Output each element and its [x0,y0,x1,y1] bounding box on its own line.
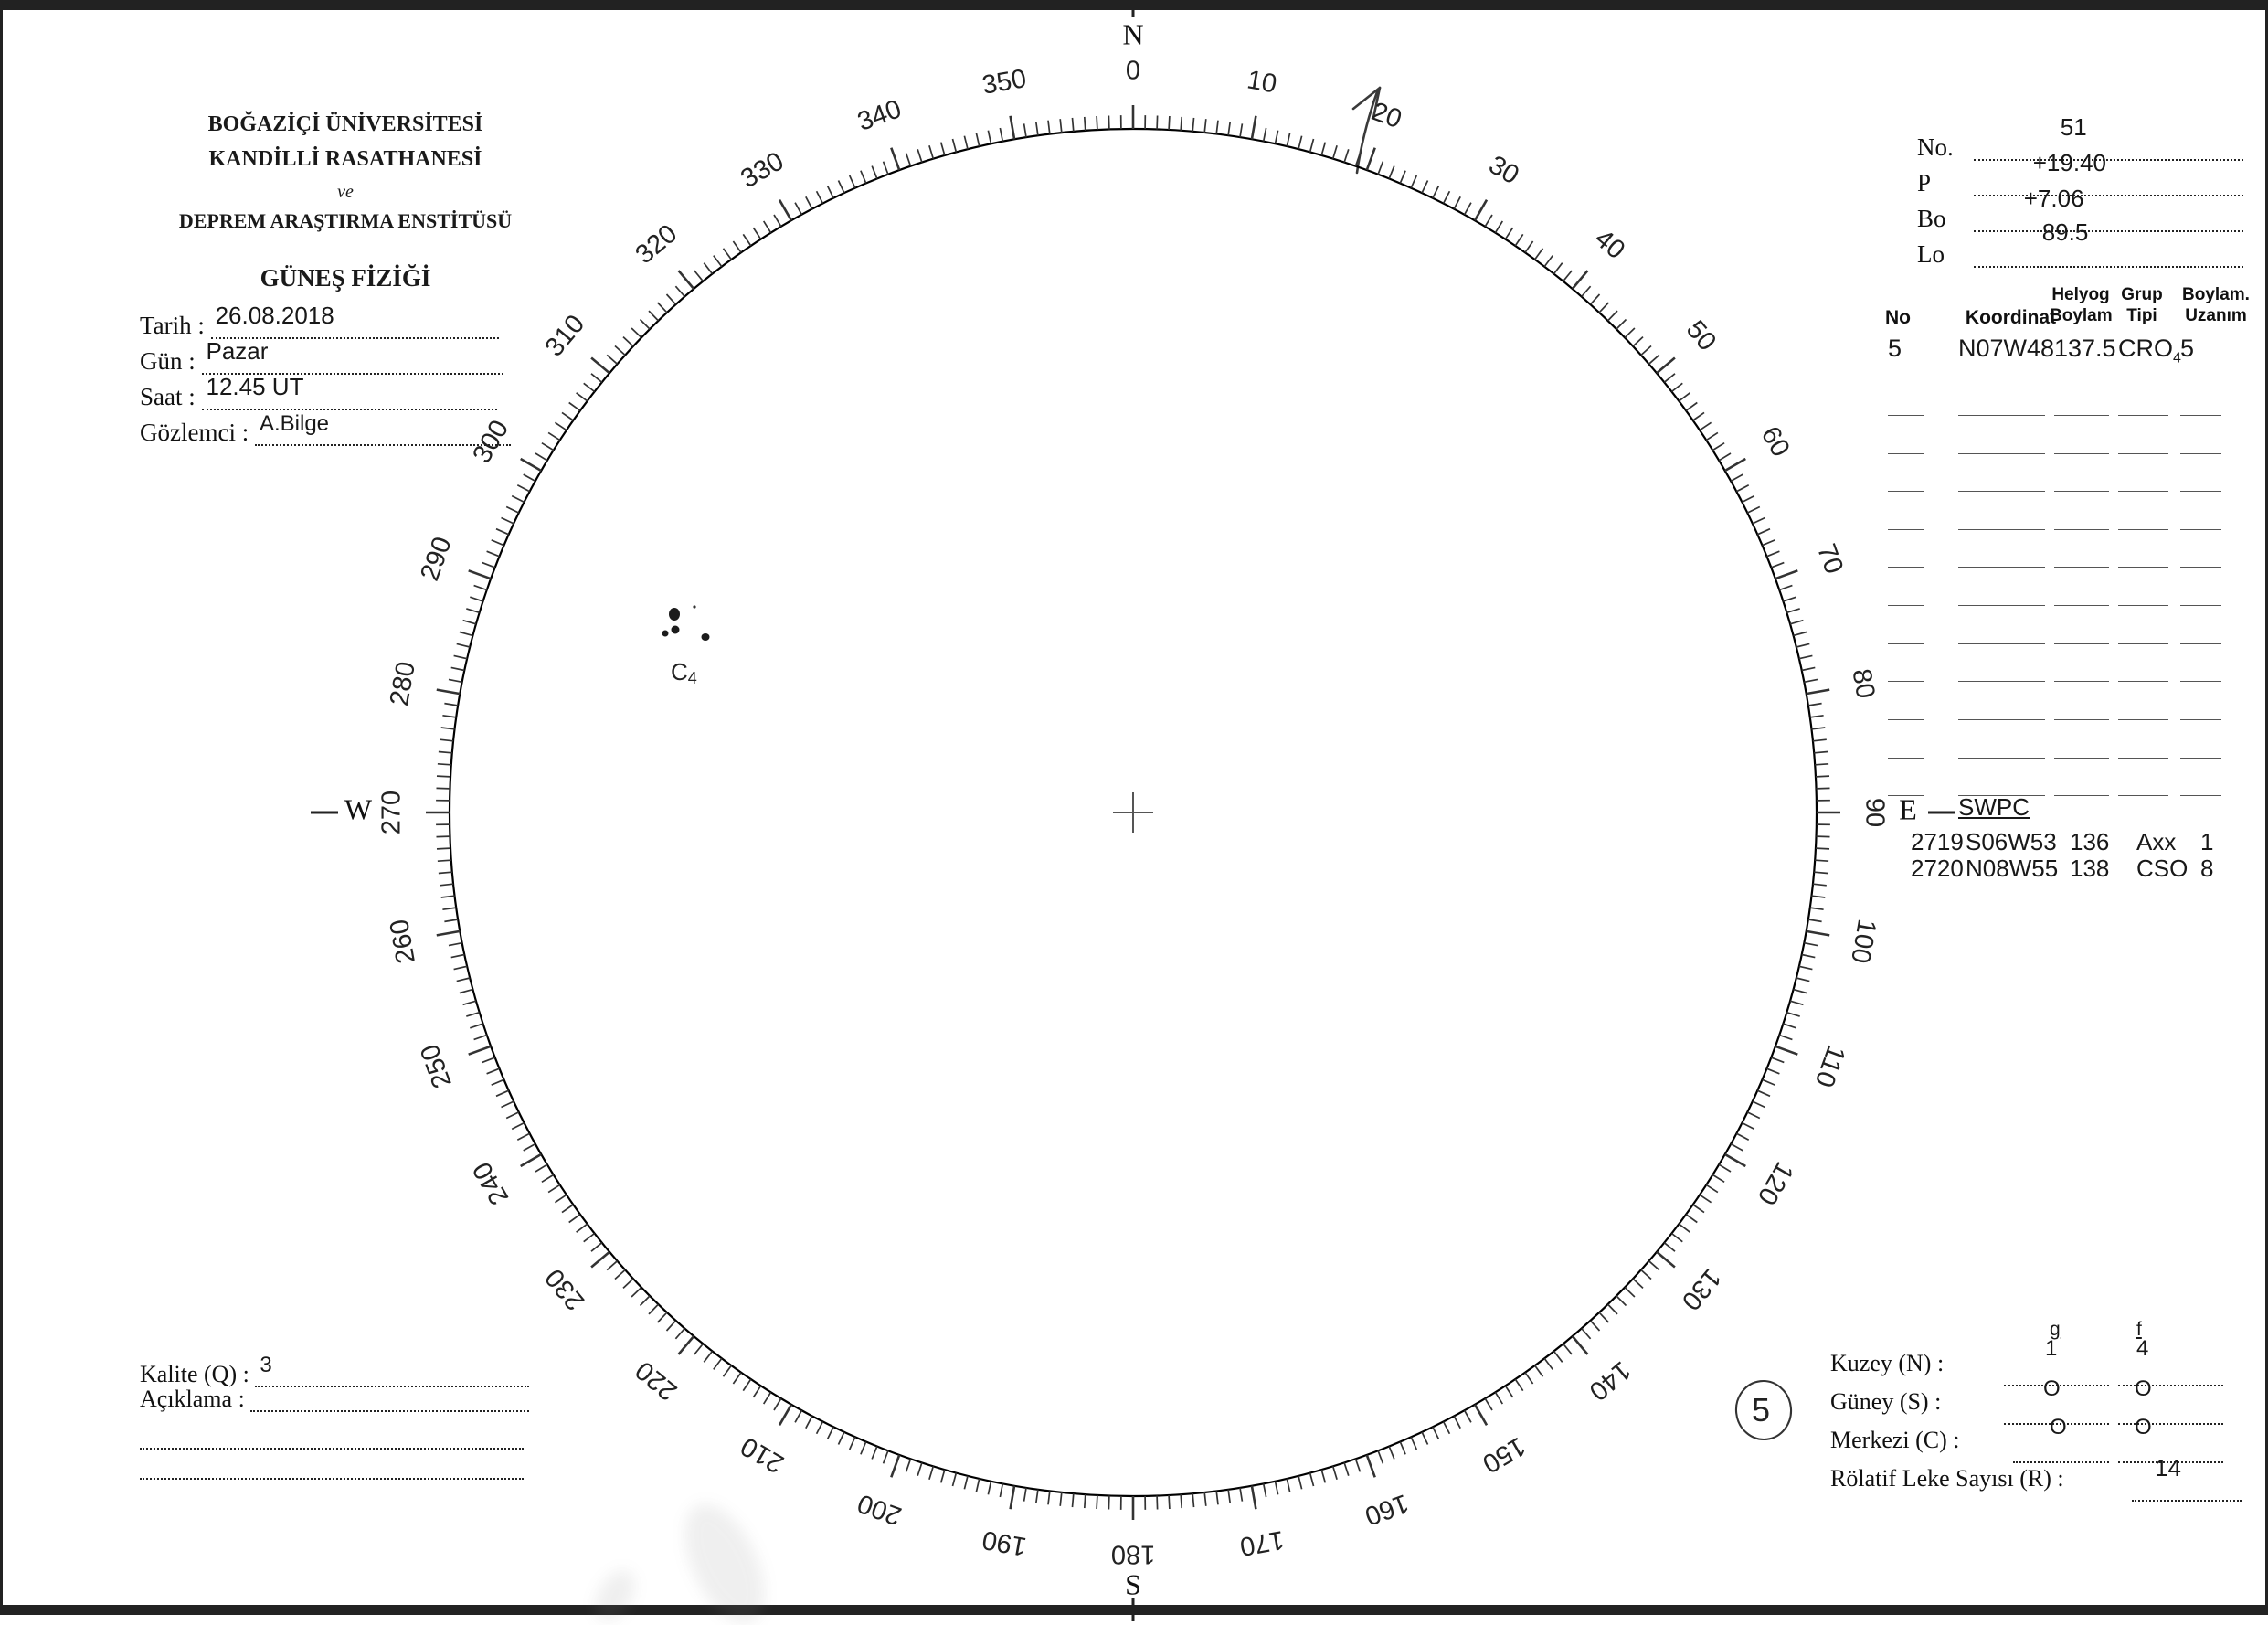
svg-text:N: N [1122,17,1143,50]
svg-text:340: 340 [853,94,905,137]
svg-text:0: 0 [1126,57,1140,86]
svg-text:50: 50 [1680,315,1722,356]
svg-text:160: 160 [1361,1488,1412,1531]
svg-text:250: 250 [415,1040,458,1091]
svg-text:130: 130 [1676,1263,1727,1316]
svg-text:100: 100 [1845,917,1881,965]
svg-text:200: 200 [853,1488,905,1531]
svg-text:190: 190 [980,1524,1028,1561]
svg-text:210: 210 [736,1431,789,1479]
svg-text:W: W [344,792,373,825]
svg-text:C4: C4 [671,658,697,687]
svg-text:110: 110 [1809,1041,1851,1090]
svg-text:40: 40 [1589,224,1630,265]
svg-text:80: 80 [1846,666,1880,700]
svg-text:330: 330 [736,146,789,194]
svg-text:220: 220 [631,1355,684,1407]
svg-text:290: 290 [415,533,458,584]
svg-text:260: 260 [385,917,421,965]
svg-text:310: 310 [540,310,591,363]
svg-text:240: 240 [467,1157,514,1210]
svg-text:60: 60 [1755,421,1796,462]
svg-text:230: 230 [540,1263,591,1316]
svg-text:150: 150 [1478,1431,1531,1479]
svg-text:170: 170 [1237,1524,1286,1561]
svg-text:S: S [1125,1567,1141,1600]
svg-text:70: 70 [1811,540,1849,578]
svg-text:120: 120 [1752,1157,1799,1210]
svg-text:10: 10 [1245,65,1278,99]
svg-text:320: 320 [631,219,684,271]
svg-text:90: 90 [1860,798,1889,827]
svg-text:30: 30 [1484,150,1524,190]
svg-text:270: 270 [377,791,407,834]
svg-text:350: 350 [980,64,1028,101]
svg-text:180: 180 [1111,1539,1155,1568]
svg-text:300: 300 [467,415,514,468]
svg-text:280: 280 [385,659,421,707]
svg-text:140: 140 [1584,1355,1637,1407]
svg-text:E: E [1899,792,1917,825]
